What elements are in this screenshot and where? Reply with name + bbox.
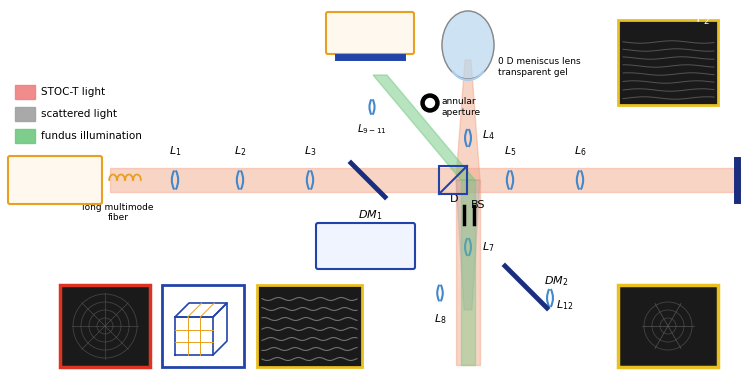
Polygon shape	[110, 168, 740, 192]
Text: annular
aperture: annular aperture	[442, 97, 482, 117]
Bar	[439, 166, 467, 194]
Polygon shape	[456, 180, 480, 365]
Text: $L_{3}$: $L_{3}$	[304, 144, 316, 158]
Bar	[15, 85, 35, 99]
Text: $L_{2}$: $L_{2}$	[234, 144, 246, 158]
Text: camera $-$ $P_1$: camera $-$ $P_1$	[334, 247, 396, 261]
FancyBboxPatch shape	[326, 12, 414, 54]
Ellipse shape	[442, 11, 494, 79]
FancyBboxPatch shape	[162, 285, 244, 367]
Text: STOC-T: STOC-T	[344, 235, 386, 245]
Text: 0 D meniscus lens
transparent gel: 0 D meniscus lens transparent gel	[498, 57, 580, 77]
FancyBboxPatch shape	[60, 285, 150, 367]
Text: long multimode
fiber: long multimode fiber	[82, 203, 154, 222]
Bar	[15, 107, 35, 121]
Text: $L_7$: $L_7$	[482, 240, 494, 254]
Text: BS: BS	[471, 200, 485, 210]
Polygon shape	[461, 180, 475, 365]
FancyBboxPatch shape	[257, 285, 362, 367]
Text: $DM_1$: $DM_1$	[358, 208, 382, 222]
Polygon shape	[456, 60, 480, 180]
Text: $L_{5}$: $L_{5}$	[504, 144, 516, 158]
FancyBboxPatch shape	[316, 223, 415, 269]
FancyBboxPatch shape	[8, 156, 102, 204]
FancyBboxPatch shape	[618, 20, 718, 105]
Circle shape	[421, 94, 439, 112]
Text: fundus illumination: fundus illumination	[41, 131, 142, 141]
Polygon shape	[456, 180, 480, 310]
Text: $L_{9-11}$: $L_{9-11}$	[357, 122, 387, 136]
Text: $L_8$: $L_8$	[433, 312, 446, 326]
Text: STOC-T light: STOC-T light	[41, 87, 105, 97]
Text: swept source: swept source	[25, 170, 85, 178]
FancyBboxPatch shape	[618, 285, 718, 367]
Text: laser: laser	[44, 183, 66, 192]
Text: white: white	[356, 23, 384, 33]
Text: $L_{6}$: $L_{6}$	[574, 144, 586, 158]
Polygon shape	[373, 75, 475, 180]
Bar	[15, 129, 35, 143]
Text: $DM_2$: $DM_2$	[544, 274, 568, 288]
Text: LED: LED	[360, 36, 380, 46]
Text: scattered light: scattered light	[41, 109, 117, 119]
Text: $L_{1}$: $L_{1}$	[169, 144, 182, 158]
Text: $P_2$: $P_2$	[696, 12, 710, 27]
Text: $L_4$: $L_4$	[482, 128, 495, 142]
Circle shape	[425, 99, 434, 108]
Text: D: D	[450, 194, 458, 204]
Text: $L_{12}$: $L_{12}$	[556, 298, 573, 312]
